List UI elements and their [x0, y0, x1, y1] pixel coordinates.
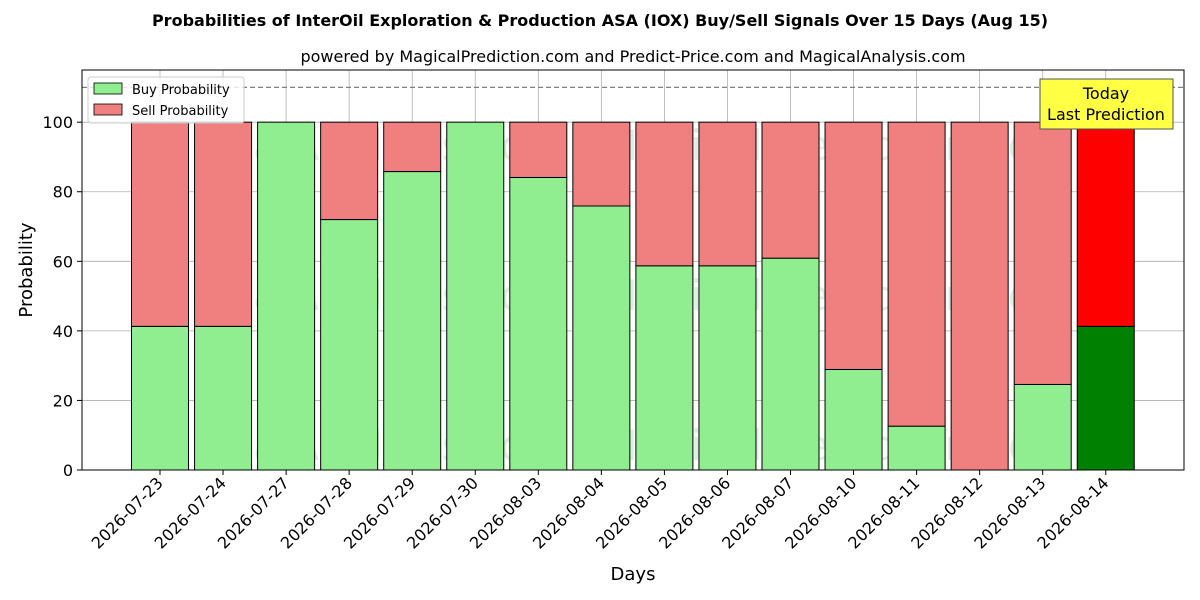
bar-buy	[635, 265, 694, 471]
x-axis-label: Days	[611, 564, 656, 585]
legend-swatch-buy	[93, 82, 123, 95]
y-tick-label: 40	[53, 322, 73, 341]
bar-buy	[572, 205, 631, 471]
bar-buy	[1076, 325, 1135, 471]
plot-frame	[81, 69, 1185, 471]
bar-buy	[446, 121, 505, 471]
legend-label-sell: Sell Probability	[132, 104, 229, 119]
y-tick-label: 0	[63, 461, 73, 480]
bar-buy	[698, 265, 757, 471]
bar-sell	[572, 121, 631, 207]
bar-buy	[257, 121, 316, 471]
today-annotation: Today Last Prediction	[1039, 78, 1174, 130]
y-tick-label: 20	[53, 391, 73, 410]
bar-buy	[1013, 383, 1072, 471]
bar-buy	[383, 171, 442, 471]
bar-sell	[1013, 121, 1072, 385]
bar-sell	[383, 121, 442, 173]
y-tick-label: 100	[42, 113, 73, 132]
today-label: Today	[1082, 84, 1129, 103]
x-ticks: 2026-07-232026-07-242026-07-272026-07-28…	[88, 470, 1113, 553]
bar-sell	[698, 121, 757, 267]
chart-title: Probabilities of InterOil Exploration & …	[152, 11, 1048, 30]
bar-buy	[320, 219, 379, 471]
bar-sell	[887, 121, 946, 427]
today-box	[1039, 78, 1174, 130]
legend-label-buy: Buy Probability	[132, 83, 230, 98]
bar-sell	[131, 121, 189, 327]
bar-buy	[131, 325, 189, 471]
bar-buy	[509, 176, 568, 471]
bar-buy	[761, 257, 820, 471]
legend-swatch-sell	[93, 103, 123, 116]
bar-sell	[761, 121, 820, 259]
bar-sell	[320, 121, 379, 221]
last-prediction-label: Last Prediction	[1047, 105, 1165, 124]
bar-sell	[194, 121, 253, 327]
legend: Buy Probability Sell Probability	[87, 76, 245, 124]
bar-buy	[824, 368, 883, 471]
bar-buy	[194, 325, 253, 471]
bar-sell	[950, 121, 1009, 471]
bars	[131, 121, 1135, 471]
bar-sell	[509, 121, 568, 178]
chart-subtitle: powered by MagicalPrediction.com and Pre…	[300, 47, 965, 66]
y-ticks: 0 20 40 60 80 100	[42, 113, 82, 480]
y-axis-label: Probability	[16, 222, 37, 317]
bar-sell	[824, 121, 883, 370]
y-tick-label: 60	[53, 252, 73, 271]
legend-box	[87, 76, 245, 124]
bar-buy	[887, 425, 946, 471]
bar-sell	[1076, 121, 1135, 327]
bar-sell	[635, 121, 694, 267]
y-tick-label: 80	[53, 183, 73, 202]
